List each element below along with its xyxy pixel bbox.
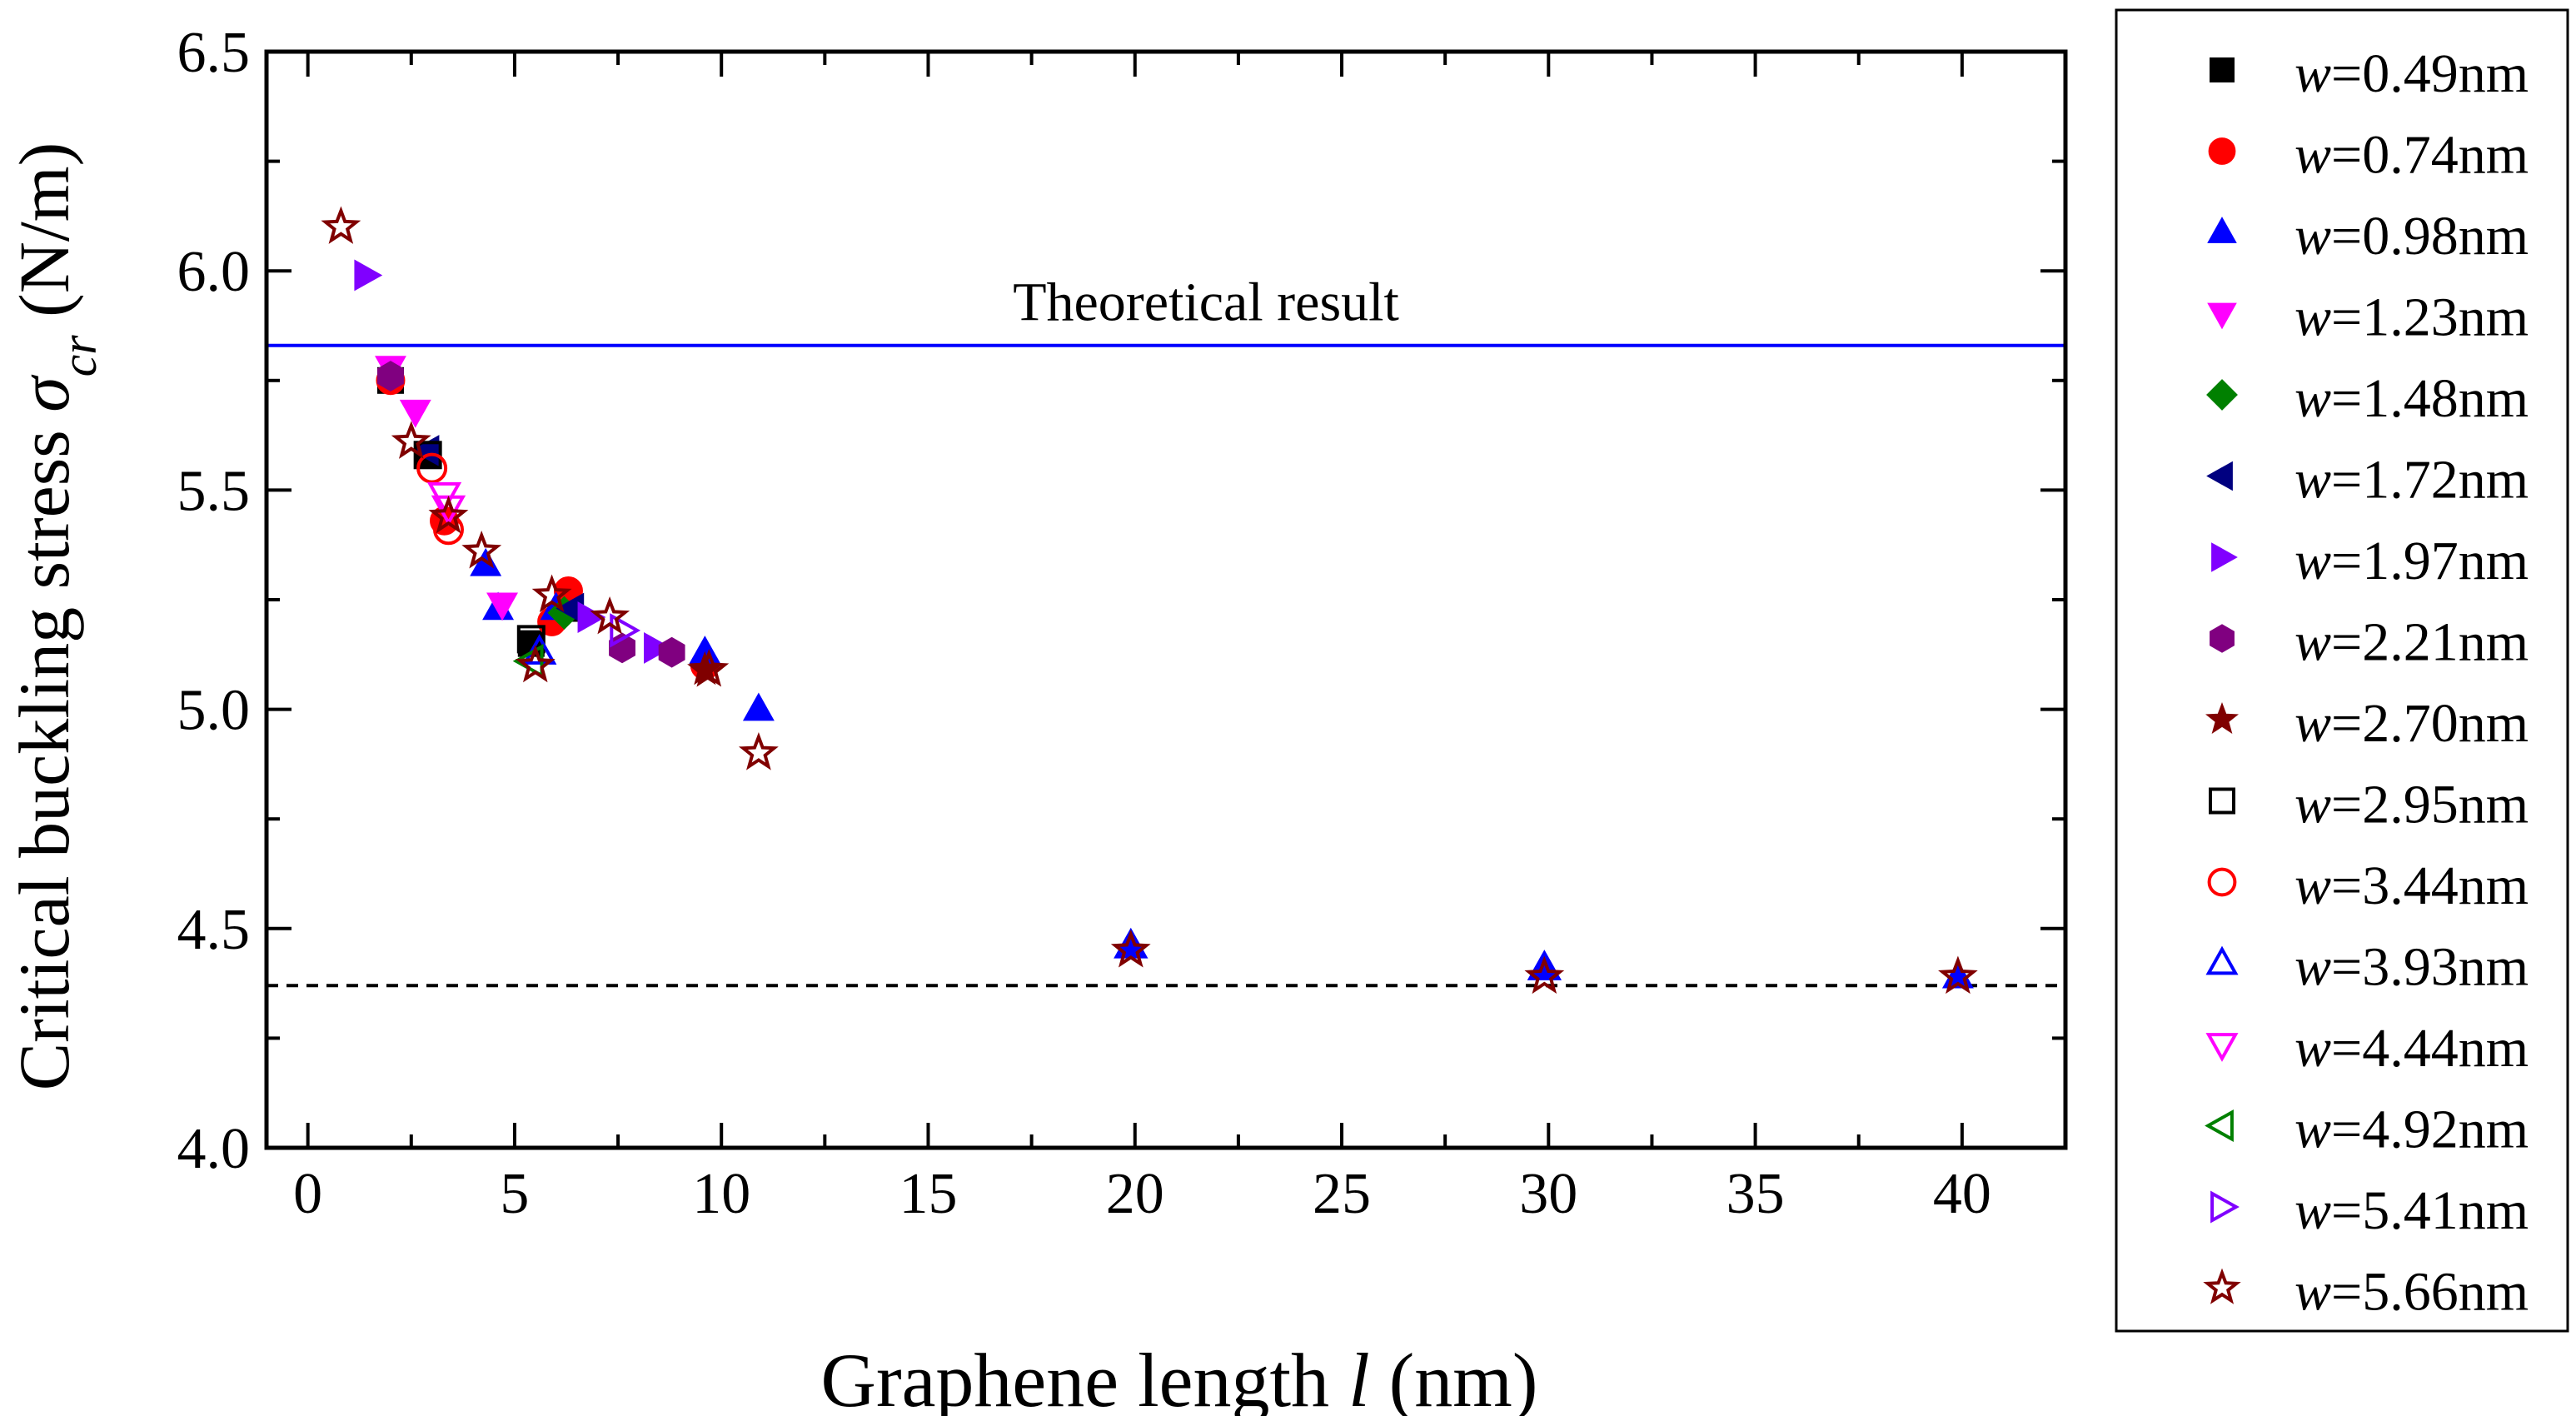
data-point-series-15 <box>321 206 361 244</box>
data-point-series-7 <box>377 361 404 391</box>
legend-label: w=4.44nm <box>2294 1018 2529 1079</box>
y-tick-label: 4.0 <box>177 1117 251 1181</box>
legend-label: w=0.98nm <box>2294 206 2529 267</box>
data-point-series-15 <box>461 530 502 569</box>
legend-marker <box>2210 624 2235 653</box>
data-point-series-6 <box>644 631 672 664</box>
data-point-series-11 <box>522 634 557 665</box>
data-point-series-15 <box>689 649 730 687</box>
legend-marker <box>2203 1268 2241 1304</box>
legend-label: w=2.70nm <box>2294 693 2529 754</box>
data-point-series-2 <box>742 692 775 721</box>
data-point-series-15 <box>515 644 556 683</box>
legend-label: w=5.41nm <box>2294 1180 2529 1241</box>
legend-marker <box>2209 787 2235 815</box>
data-point-series-15 <box>739 732 779 770</box>
legend-label: w=1.97nm <box>2294 531 2529 591</box>
legend-marker <box>2210 1190 2240 1224</box>
data-point-series-15 <box>1524 955 1565 995</box>
data-points <box>321 206 1978 995</box>
data-point-series-3 <box>399 399 431 428</box>
legend-label: w=2.95nm <box>2294 775 2529 835</box>
x-tick-label: 10 <box>692 1162 750 1226</box>
legend: w=0.49nm w=0.74nm w=0.98nm w=1.23nm w=1.48nm… <box>2203 43 2529 1323</box>
data-point-series-7 <box>658 636 685 668</box>
legend-label: w=0.49nm <box>2294 43 2529 104</box>
x-tick-label: 0 <box>293 1162 322 1226</box>
y-tick-label: 5.0 <box>177 679 251 743</box>
legend-marker <box>2205 945 2239 975</box>
legend-label: w=1.23nm <box>2294 287 2529 348</box>
x-axis-title: Graphene length l (nm) <box>821 1338 1538 1416</box>
legend-marker <box>2211 542 2238 572</box>
data-point-series-15 <box>531 574 572 613</box>
theoretical-result-label: Theoretical result <box>1013 272 1399 333</box>
plot-area-frame <box>264 49 2068 1150</box>
legend-marker <box>2206 461 2233 491</box>
legend-label: w=1.72nm <box>2294 450 2529 511</box>
data-point-series-15 <box>1110 929 1151 968</box>
data-point-series-15 <box>590 596 630 635</box>
y-tick-label: 5.5 <box>177 459 251 523</box>
legend-marker <box>2207 302 2237 330</box>
data-point-series-10 <box>432 514 464 546</box>
axis-ticks: 0 5 10 15 20 25 30 35 40 4.0 4.5 5.0 5.5 6.0 6.5 <box>177 21 2065 1226</box>
legend-marker <box>2207 217 2237 243</box>
legend-label: w=2.21nm <box>2294 612 2529 673</box>
legend-marker <box>2205 1109 2234 1143</box>
legend-marker <box>2206 379 2238 411</box>
x-tick-label: 5 <box>500 1162 529 1226</box>
x-tick-label: 25 <box>1313 1162 1371 1226</box>
data-point-series-10 <box>416 452 448 484</box>
legend-marker <box>2205 701 2239 734</box>
x-tick-label: 15 <box>899 1162 957 1226</box>
legend-marker <box>2207 867 2237 897</box>
data-point-series-6 <box>577 601 606 634</box>
y-axis-title: Critical buckling stress σcr (N/m) <box>4 142 107 1091</box>
data-point-series-15 <box>391 421 431 459</box>
x-tick-label: 20 <box>1106 1162 1164 1226</box>
legend-label: w=0.74nm <box>2294 125 2529 186</box>
y-tick-label: 6.0 <box>177 240 251 304</box>
legend-label: w=1.48nm <box>2294 368 2529 429</box>
legend-box <box>2115 8 2569 1333</box>
data-point-series-15 <box>1938 955 1978 995</box>
legend-marker <box>2205 1033 2239 1062</box>
data-point-series-14 <box>610 613 641 648</box>
x-tick-label: 35 <box>1726 1162 1785 1226</box>
legend-label: w=3.44nm <box>2294 855 2529 916</box>
legend-label: w=5.66nm <box>2294 1262 2529 1323</box>
y-tick-label: 6.5 <box>177 21 251 85</box>
x-tick-label: 30 <box>1519 1162 1577 1226</box>
y-tick-label: 4.5 <box>177 898 251 962</box>
data-point-series-11 <box>1527 950 1562 980</box>
legend-marker <box>2210 57 2235 82</box>
legend-marker <box>2208 137 2236 165</box>
data-point-series-15 <box>428 495 469 534</box>
legend-label: w=4.92nm <box>2294 1099 2529 1160</box>
data-point-series-6 <box>354 259 383 292</box>
data-point-series-9 <box>413 441 442 470</box>
legend-label: w=3.93nm <box>2294 937 2529 998</box>
data-point-series-3 <box>486 592 518 621</box>
x-tick-label: 40 <box>1933 1162 1991 1226</box>
